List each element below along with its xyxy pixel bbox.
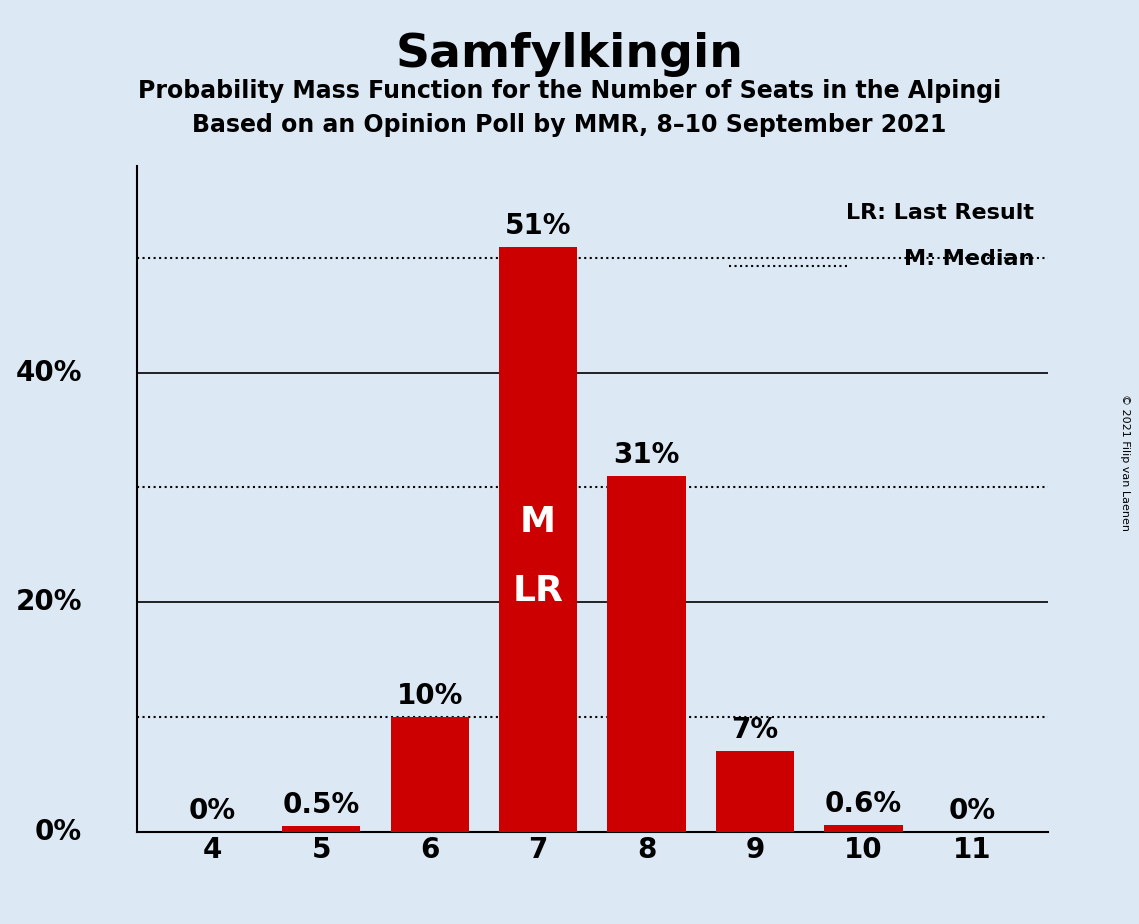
Text: 7%: 7%: [731, 716, 779, 745]
Text: M: M: [521, 505, 556, 539]
Text: 20%: 20%: [16, 589, 82, 616]
Bar: [607, 476, 686, 832]
Text: 10%: 10%: [396, 682, 462, 710]
Bar: [825, 825, 902, 832]
Text: LR: Last Result: LR: Last Result: [846, 203, 1034, 223]
Text: M: Median: M: Median: [904, 249, 1034, 270]
Text: 40%: 40%: [16, 359, 82, 387]
Bar: [391, 717, 468, 832]
Text: 31%: 31%: [613, 441, 680, 469]
Text: 0%: 0%: [35, 818, 82, 845]
Text: 0%: 0%: [949, 796, 995, 825]
Text: Samfylkingin: Samfylkingin: [395, 32, 744, 78]
Bar: [716, 751, 794, 832]
Text: 0%: 0%: [189, 796, 236, 825]
Text: Based on an Opinion Poll by MMR, 8–10 September 2021: Based on an Opinion Poll by MMR, 8–10 Se…: [192, 113, 947, 137]
Text: © 2021 Filip van Laenen: © 2021 Filip van Laenen: [1121, 394, 1130, 530]
Text: 51%: 51%: [505, 212, 572, 239]
Text: 0.6%: 0.6%: [825, 790, 902, 818]
Text: 0.5%: 0.5%: [282, 791, 360, 819]
Bar: [499, 247, 577, 832]
Text: Probability Mass Function for the Number of Seats in the Alpingi: Probability Mass Function for the Number…: [138, 79, 1001, 103]
Text: LR: LR: [513, 574, 564, 608]
Bar: [282, 826, 360, 832]
